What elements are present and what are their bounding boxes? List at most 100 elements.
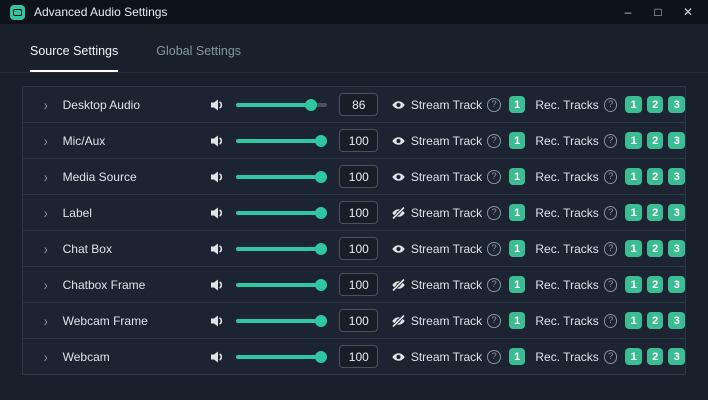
stream-visibility-eye-icon[interactable]	[390, 350, 406, 364]
stream-track-help-icon[interactable]: ?	[487, 169, 501, 184]
tab-source-settings[interactable]: Source Settings	[30, 44, 119, 72]
close-icon[interactable]: ✕	[682, 5, 694, 19]
volume-value-input[interactable]: 100	[339, 129, 379, 152]
rec-track-3-button[interactable]: 3	[668, 96, 686, 113]
rec-track-2-button[interactable]: 2	[646, 276, 664, 293]
volume-value-input[interactable]: 100	[339, 165, 379, 188]
stream-visibility-eye-icon[interactable]	[390, 205, 406, 220]
stream-track-help-icon[interactable]: ?	[487, 241, 501, 256]
stream-track-1-button[interactable]: 1	[508, 240, 526, 257]
rec-track-3-button[interactable]: 3	[668, 240, 686, 257]
rec-track-2-button[interactable]: 2	[646, 96, 664, 113]
rec-track-1-button[interactable]: 1	[625, 132, 642, 149]
stream-visibility-eye-icon[interactable]	[390, 170, 406, 184]
stream-track-help-icon[interactable]: ?	[487, 349, 501, 364]
stream-track-help-icon[interactable]: ?	[487, 205, 501, 220]
stream-track-1-button[interactable]: 1	[508, 348, 526, 365]
volume-value-input[interactable]: 100	[339, 273, 379, 296]
volume-slider-handle[interactable]	[315, 206, 328, 219]
volume-slider-handle[interactable]	[315, 278, 328, 291]
minimize-icon[interactable]: –	[624, 5, 632, 19]
rec-track-2-button[interactable]: 2	[646, 168, 664, 185]
rec-tracks-help-icon[interactable]: ?	[603, 97, 618, 112]
rec-track-3-button[interactable]: 3	[668, 348, 686, 365]
rec-tracks-help-icon[interactable]: ?	[603, 169, 618, 184]
rec-tracks-help-icon[interactable]: ?	[603, 349, 618, 364]
volume-slider-handle[interactable]	[315, 134, 328, 147]
stream-track-1-button[interactable]: 1	[508, 132, 526, 149]
rec-track-2-button[interactable]: 2	[646, 348, 664, 365]
rec-track-3-button[interactable]: 3	[668, 276, 686, 293]
tab-global-settings[interactable]: Global Settings	[156, 44, 242, 58]
volume-speaker-icon[interactable]	[210, 350, 228, 364]
expand-chevron-icon[interactable]: ›	[43, 348, 48, 365]
expand-chevron-icon[interactable]: ›	[43, 276, 48, 293]
volume-speaker-icon[interactable]	[210, 242, 228, 256]
volume-slider[interactable]	[235, 206, 328, 220]
stream-visibility-eye-icon[interactable]	[390, 313, 406, 328]
volume-speaker-icon[interactable]	[210, 314, 228, 328]
rec-track-1-button[interactable]: 1	[625, 348, 642, 365]
rec-track-1-button[interactable]: 1	[625, 312, 642, 329]
rec-track-3-button[interactable]: 3	[668, 168, 686, 185]
volume-value-input[interactable]: 100	[339, 237, 379, 260]
volume-slider[interactable]	[235, 134, 328, 148]
volume-slider[interactable]	[235, 314, 328, 328]
rec-track-3-button[interactable]: 3	[668, 132, 686, 149]
maximize-icon[interactable]: □	[654, 5, 662, 19]
stream-track-1-button[interactable]: 1	[508, 204, 526, 221]
rec-track-1-button[interactable]: 1	[625, 204, 642, 221]
volume-slider-handle[interactable]	[315, 350, 328, 363]
volume-value-input[interactable]: 100	[339, 345, 379, 368]
rec-tracks-help-icon[interactable]: ?	[603, 277, 618, 292]
stream-track-help-icon[interactable]: ?	[487, 313, 501, 328]
volume-speaker-icon[interactable]	[210, 206, 228, 220]
stream-track-help-icon[interactable]: ?	[487, 97, 501, 112]
expand-chevron-icon[interactable]: ›	[43, 132, 48, 149]
rec-track-3-button[interactable]: 3	[668, 312, 686, 329]
volume-slider-handle[interactable]	[315, 314, 328, 327]
rec-tracks-help-icon[interactable]: ?	[603, 313, 618, 328]
rec-track-2-button[interactable]: 2	[646, 240, 664, 257]
volume-slider-handle[interactable]	[315, 242, 328, 255]
volume-slider[interactable]	[235, 350, 328, 364]
volume-slider-handle[interactable]	[315, 170, 328, 183]
rec-tracks-help-icon[interactable]: ?	[603, 205, 618, 220]
expand-chevron-icon[interactable]: ›	[43, 240, 48, 257]
volume-value-input[interactable]: 100	[339, 201, 379, 224]
stream-track-1-button[interactable]: 1	[508, 96, 526, 113]
rec-track-1-button[interactable]: 1	[625, 168, 642, 185]
volume-speaker-icon[interactable]	[210, 170, 228, 184]
stream-visibility-eye-icon[interactable]	[390, 98, 406, 112]
rec-tracks-help-icon[interactable]: ?	[603, 241, 618, 256]
stream-track-1-button[interactable]: 1	[508, 276, 526, 293]
volume-value-input[interactable]: 100	[339, 309, 379, 332]
rec-track-1-button[interactable]: 1	[625, 276, 642, 293]
stream-track-help-icon[interactable]: ?	[487, 133, 501, 148]
volume-slider[interactable]	[235, 242, 328, 256]
volume-slider[interactable]	[235, 170, 328, 184]
volume-speaker-icon[interactable]	[210, 278, 228, 292]
stream-visibility-eye-icon[interactable]	[390, 277, 406, 292]
expand-chevron-icon[interactable]: ›	[43, 96, 48, 113]
stream-track-help-icon[interactable]: ?	[487, 277, 501, 292]
rec-track-1-button[interactable]: 1	[625, 240, 642, 257]
rec-track-3-button[interactable]: 3	[668, 204, 686, 221]
volume-speaker-icon[interactable]	[210, 134, 228, 148]
rec-track-2-button[interactable]: 2	[646, 132, 664, 149]
volume-slider-handle[interactable]	[304, 98, 317, 111]
volume-value-input[interactable]: 86	[339, 93, 379, 116]
rec-track-2-button[interactable]: 2	[646, 312, 664, 329]
volume-speaker-icon[interactable]	[210, 98, 228, 112]
stream-track-1-button[interactable]: 1	[508, 168, 526, 185]
rec-track-1-button[interactable]: 1	[625, 96, 642, 113]
volume-slider[interactable]	[235, 278, 328, 292]
expand-chevron-icon[interactable]: ›	[43, 204, 48, 221]
expand-chevron-icon[interactable]: ›	[43, 312, 48, 329]
rec-tracks-help-icon[interactable]: ?	[603, 133, 618, 148]
rec-track-2-button[interactable]: 2	[646, 204, 664, 221]
stream-visibility-eye-icon[interactable]	[390, 134, 406, 148]
stream-visibility-eye-icon[interactable]	[390, 242, 406, 256]
volume-slider[interactable]	[235, 98, 328, 112]
stream-track-1-button[interactable]: 1	[508, 312, 526, 329]
